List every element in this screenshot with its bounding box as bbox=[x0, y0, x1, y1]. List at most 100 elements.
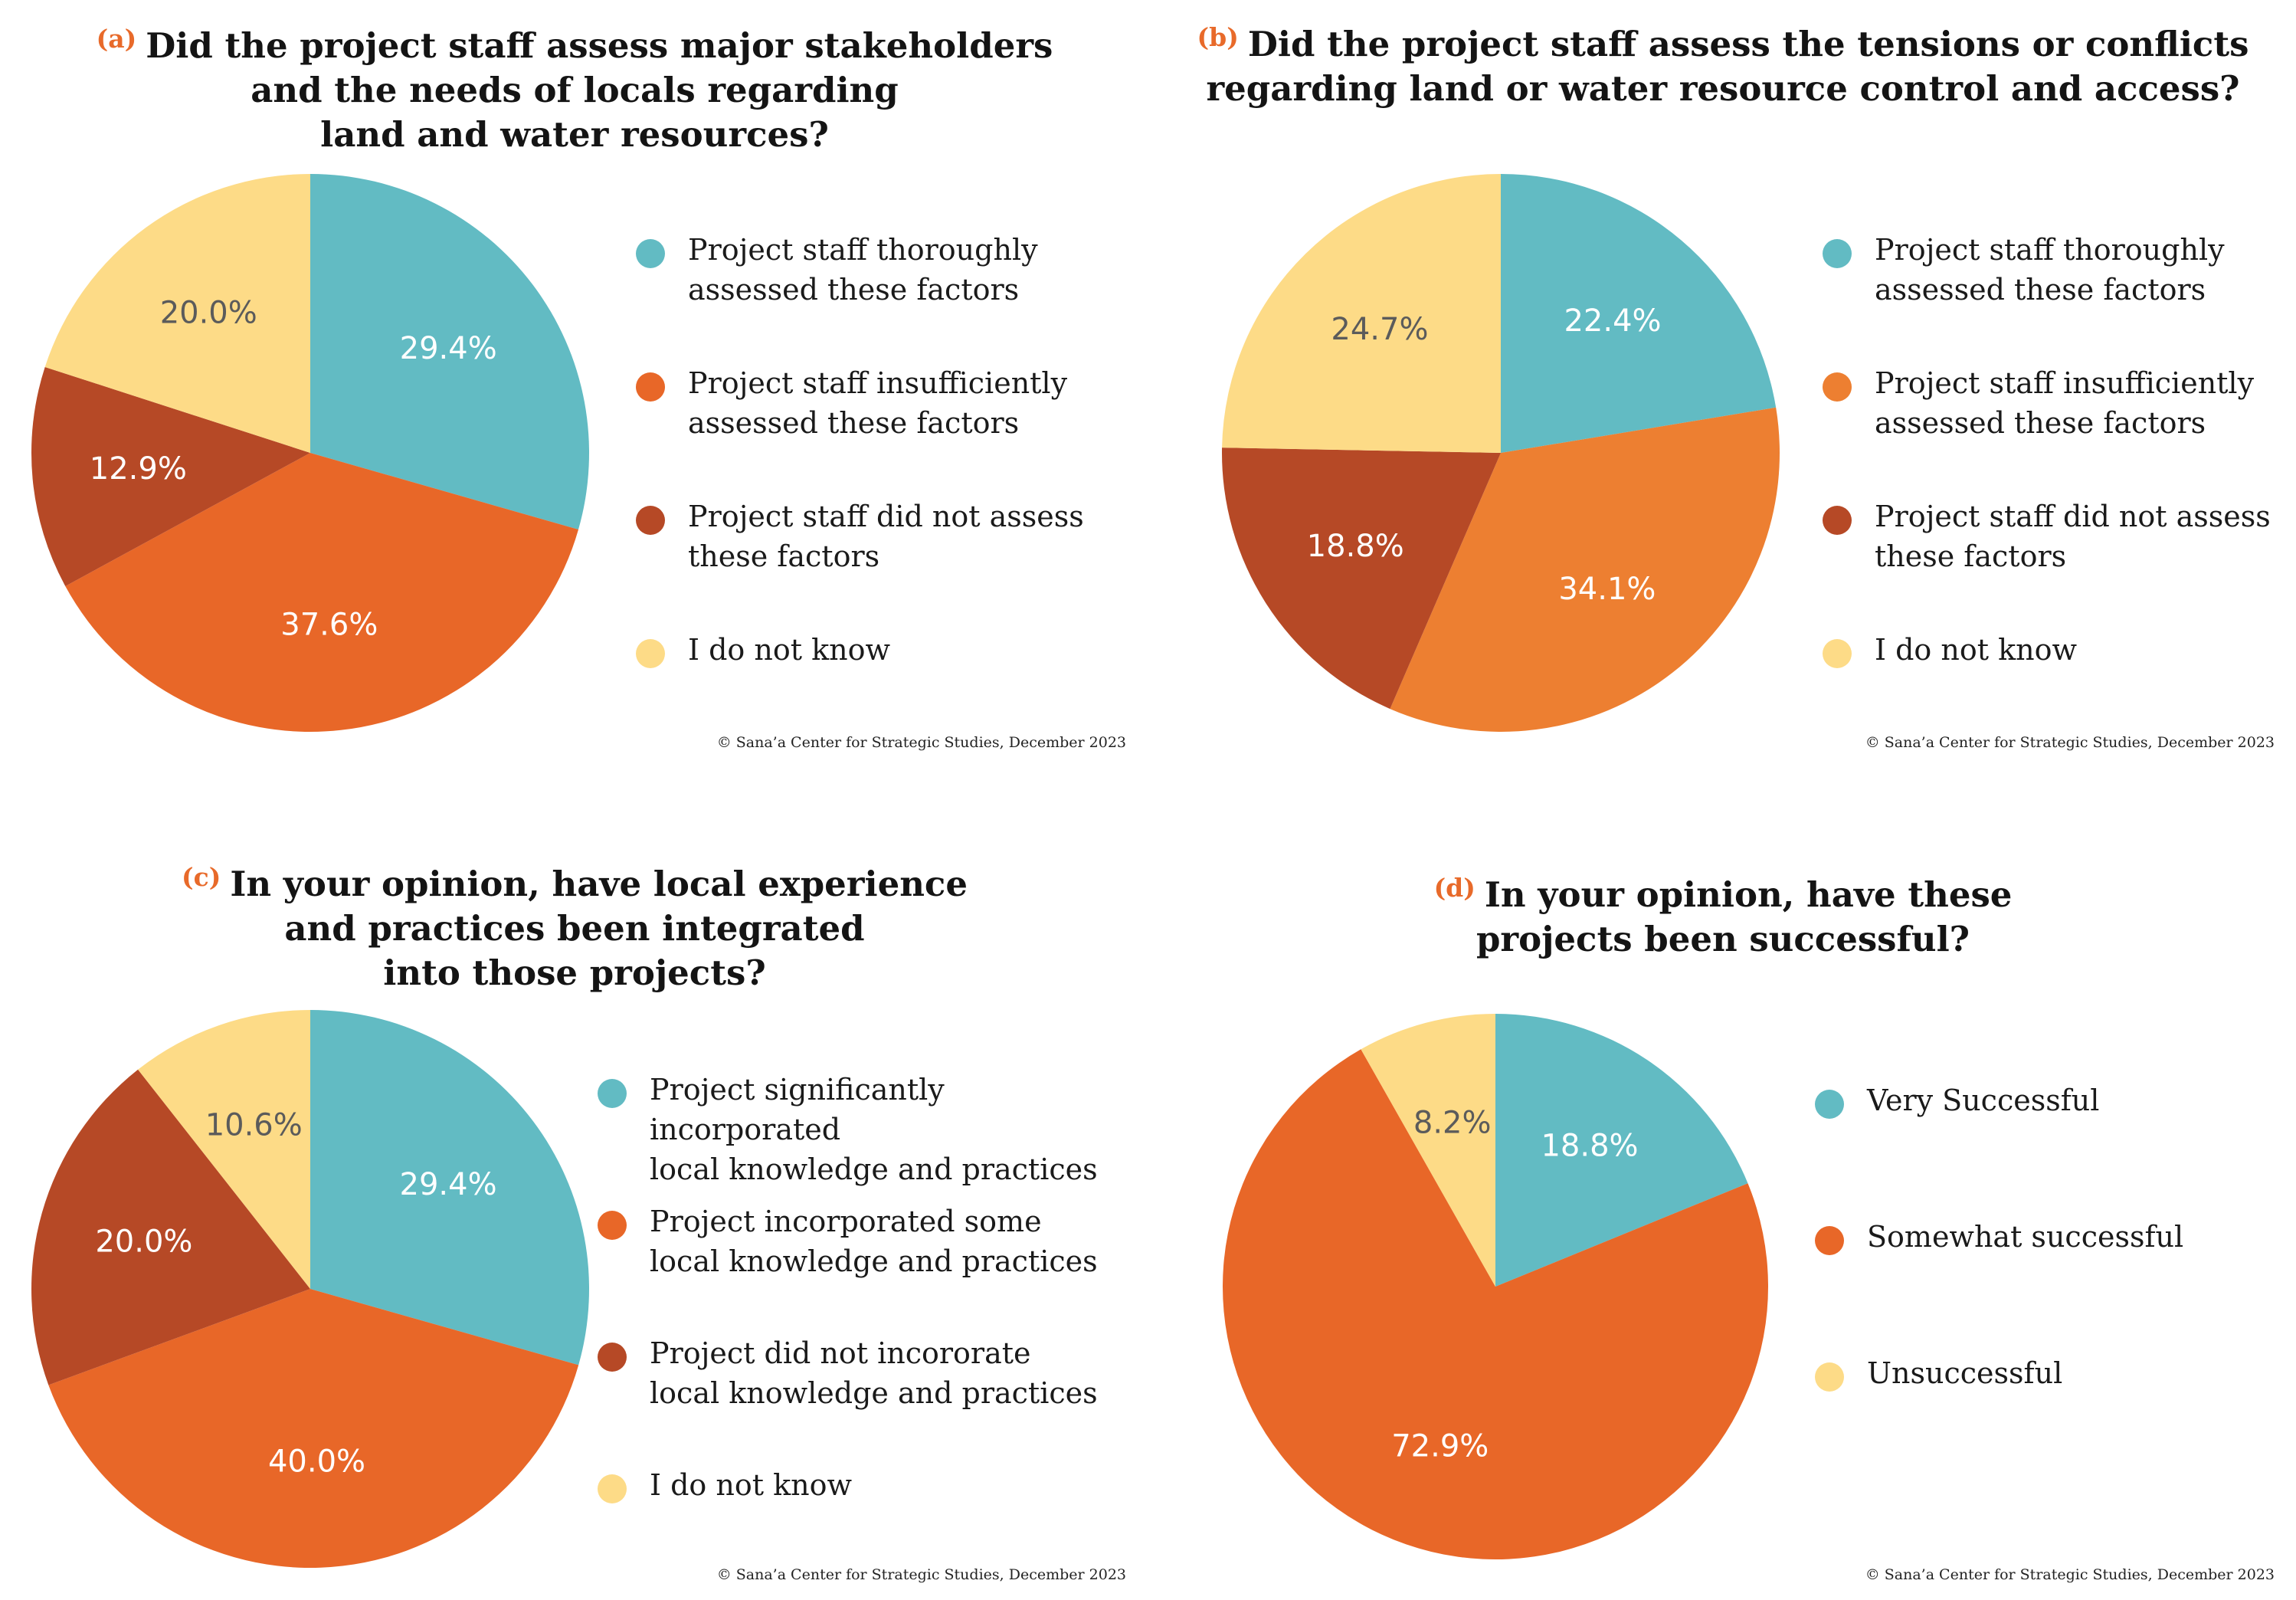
legend-item: Very Successful bbox=[1815, 1080, 2296, 1120]
chart-title-line: land and water resources? bbox=[15, 113, 1134, 157]
legend-item: Unsuccessful bbox=[1815, 1353, 2296, 1393]
legend-swatch bbox=[598, 1079, 627, 1108]
chart-panel-b: (b) Did the project staff assess the tens… bbox=[1148, 0, 2296, 800]
chart-title: (d) In your opinion, have these projects b… bbox=[1164, 866, 2282, 962]
legend-item: Project staff insufficiently assessed the… bbox=[636, 363, 1157, 443]
chart-letter: (d) bbox=[1433, 873, 1476, 903]
chart-title-text: land and water resources? bbox=[320, 114, 829, 156]
legend-item: Project significantly incorporated local … bbox=[598, 1070, 1119, 1189]
chart-title-text: In your opinion, have these bbox=[1484, 874, 2013, 916]
legend-swatch bbox=[1815, 1362, 1844, 1392]
legend-swatch bbox=[636, 372, 665, 402]
pie-slice bbox=[1222, 174, 1501, 453]
slice-value-label: 29.4% bbox=[400, 1167, 497, 1202]
pie-slice bbox=[1223, 1049, 1768, 1559]
chart-title-text: projects been successful? bbox=[1476, 919, 1970, 960]
chart-title: (b) Did the project staff assess the tens… bbox=[1164, 15, 2282, 111]
chart-title-line: regarding land or water resource control… bbox=[1164, 67, 2282, 111]
legend-label: Project staff thoroughly bbox=[1875, 233, 2225, 267]
chart-title: (c) In your opinion, have local experienc… bbox=[15, 855, 1134, 995]
legend-label: assessed these factors bbox=[688, 406, 1020, 440]
chart-title-line: (d) In your opinion, have these bbox=[1164, 866, 2282, 917]
slice-value-label: 40.0% bbox=[268, 1444, 365, 1480]
legend-label: Project incorporated some bbox=[650, 1205, 1042, 1238]
slice-value-label: 8.2% bbox=[1413, 1106, 1492, 1141]
pie-slice bbox=[31, 1069, 311, 1385]
legend-item: Project staff thoroughly assessed these f… bbox=[1823, 230, 2296, 310]
legend-label: Project staff insufficiently bbox=[688, 366, 1068, 400]
legend-item: I do not know bbox=[1823, 630, 2296, 670]
legend-label: these factors bbox=[1875, 539, 2067, 573]
chart-title-line: projects been successful? bbox=[1164, 917, 2282, 962]
chart-title-text: and the needs of locals regarding bbox=[251, 70, 899, 111]
legend-item: I do not know bbox=[636, 630, 1157, 670]
legend-label: local knowledge and practices bbox=[650, 1244, 1098, 1278]
legend-swatch bbox=[598, 1343, 627, 1372]
legend-label: Project staff insufficiently bbox=[1875, 366, 2255, 400]
legend-swatch bbox=[1823, 239, 1852, 268]
pie-slice bbox=[1222, 448, 1501, 710]
pie-chart: 18.8% 72.9% 8.2% bbox=[1223, 1014, 1768, 1559]
legend-item: Project staff thoroughly assessed these f… bbox=[636, 230, 1157, 310]
pie-slice bbox=[31, 366, 311, 587]
legend-label: Very Successful bbox=[1867, 1084, 2100, 1117]
slice-value-label: 29.4% bbox=[400, 331, 497, 366]
copyright-footer: © Sana’a Center for Strategic Studies, D… bbox=[716, 734, 1126, 751]
legend-swatch bbox=[1823, 372, 1852, 402]
pie-slice bbox=[48, 1289, 579, 1569]
legend-item: Somewhat successful bbox=[1815, 1217, 2296, 1257]
pie-slice bbox=[44, 173, 311, 453]
legend-item: Project staff did not assess these factor… bbox=[636, 497, 1157, 576]
pie-slice bbox=[65, 453, 578, 732]
legend-label: I do not know bbox=[650, 1468, 852, 1502]
legend-swatch bbox=[636, 639, 665, 668]
legend-swatch bbox=[1823, 639, 1852, 668]
legend-label: these factors bbox=[688, 539, 880, 573]
chart-title-line: (b) Did the project staff assess the tens… bbox=[1164, 15, 2282, 67]
legend-label: local knowledge and practices bbox=[650, 1152, 1098, 1186]
legend-swatch bbox=[598, 1474, 627, 1503]
slice-value-label: 20.0% bbox=[160, 296, 257, 331]
pie-chart: 22.4% 34.1% 18.8% 24.7% bbox=[1222, 174, 1780, 732]
legend-label: Project significantly incorporated bbox=[650, 1073, 945, 1146]
slice-value-label: 12.9% bbox=[90, 451, 187, 487]
legend-item: I do not know bbox=[598, 1465, 1119, 1505]
chart-title-text: regarding land or water resource control… bbox=[1206, 68, 2240, 110]
chart-letter: (b) bbox=[1197, 22, 1239, 52]
chart-title-text: In your opinion, have local experience bbox=[230, 864, 968, 905]
legend-item: Project staff insufficiently assessed the… bbox=[1823, 363, 2296, 443]
slice-value-label: 10.6% bbox=[205, 1108, 303, 1143]
chart-title-line: and the needs of locals regarding bbox=[15, 68, 1134, 113]
chart-panel-d: (d) In your opinion, have these projects b… bbox=[1148, 800, 2296, 1600]
legend-swatch bbox=[636, 239, 665, 268]
legend-item: Project staff did not assess these factor… bbox=[1823, 497, 2296, 576]
slice-value-label: 37.6% bbox=[280, 607, 378, 642]
slice-value-label: 18.8% bbox=[1307, 529, 1404, 564]
chart-title-text: Did the project staff assess major stake… bbox=[146, 25, 1053, 67]
legend-label: assessed these factors bbox=[1875, 406, 2206, 440]
legend-label: I do not know bbox=[688, 633, 890, 667]
chart-panel-c: (c) In your opinion, have local experienc… bbox=[0, 800, 1148, 1600]
legend-label: Project staff thoroughly bbox=[688, 233, 1038, 267]
chart-title-line: into those projects? bbox=[15, 951, 1134, 995]
chart-letter: (c) bbox=[182, 862, 221, 892]
legend-label: I do not know bbox=[1875, 633, 2077, 667]
chart-title-line: (c) In your opinion, have local experienc… bbox=[15, 855, 1134, 907]
legend-swatch bbox=[636, 506, 665, 535]
pie-slice bbox=[138, 1010, 310, 1289]
chart-title-text: into those projects? bbox=[383, 952, 766, 994]
chart-title-line: and practices been integrated bbox=[15, 907, 1134, 951]
legend-label: local knowledge and practices bbox=[650, 1376, 1098, 1410]
slice-value-label: 72.9% bbox=[1391, 1429, 1489, 1464]
legend-swatch bbox=[1815, 1226, 1844, 1255]
legend-label: Project staff did not assess bbox=[688, 500, 1084, 533]
legend-label: Somewhat successful bbox=[1867, 1220, 2184, 1254]
legend-label: Project staff did not assess bbox=[1875, 500, 2271, 533]
slice-value-label: 18.8% bbox=[1541, 1129, 1638, 1164]
chart-title: (a) Did the project staff assess major st… bbox=[15, 17, 1134, 157]
legend-label: assessed these factors bbox=[1875, 273, 2206, 307]
legend-swatch bbox=[1815, 1090, 1844, 1119]
pie-slice bbox=[1361, 1014, 1495, 1287]
copyright-footer: © Sana’a Center for Strategic Studies, D… bbox=[716, 1566, 1126, 1583]
chart-title-line: (a) Did the project staff assess major st… bbox=[15, 17, 1134, 68]
